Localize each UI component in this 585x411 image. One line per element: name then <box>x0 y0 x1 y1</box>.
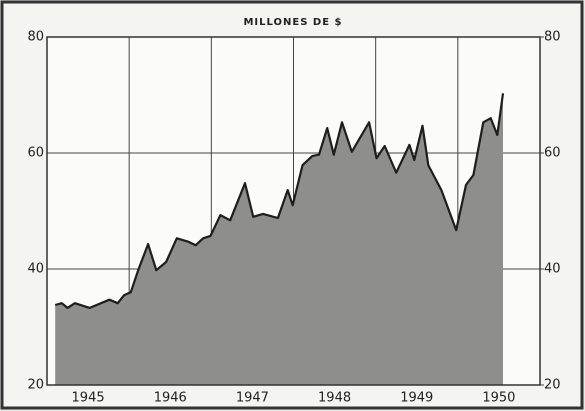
x-tick-label: 1950 <box>482 391 515 406</box>
y-tick-label: 20 <box>27 378 44 393</box>
area-line <box>54 93 505 309</box>
x-tick-label: 1945 <box>72 391 105 406</box>
x-tick-label: 1946 <box>154 391 187 406</box>
y-tick-label: 60 <box>27 146 44 161</box>
y2-tick-label: 20 <box>544 378 561 393</box>
area-fill <box>55 93 503 386</box>
x-tick-label: 1947 <box>236 391 269 406</box>
y2-tick-label: 60 <box>544 146 561 161</box>
y-tick-label: 40 <box>27 262 44 277</box>
x-tick-label: 1949 <box>400 391 433 406</box>
chart-title: MILLONES DE $ <box>243 17 342 28</box>
plot-border <box>46 36 541 386</box>
y-tick-label: 80 <box>27 30 44 45</box>
y2-tick-label: 80 <box>544 30 561 45</box>
y2-tick-label: 40 <box>544 262 561 277</box>
x-tick-label: 1948 <box>318 391 351 406</box>
